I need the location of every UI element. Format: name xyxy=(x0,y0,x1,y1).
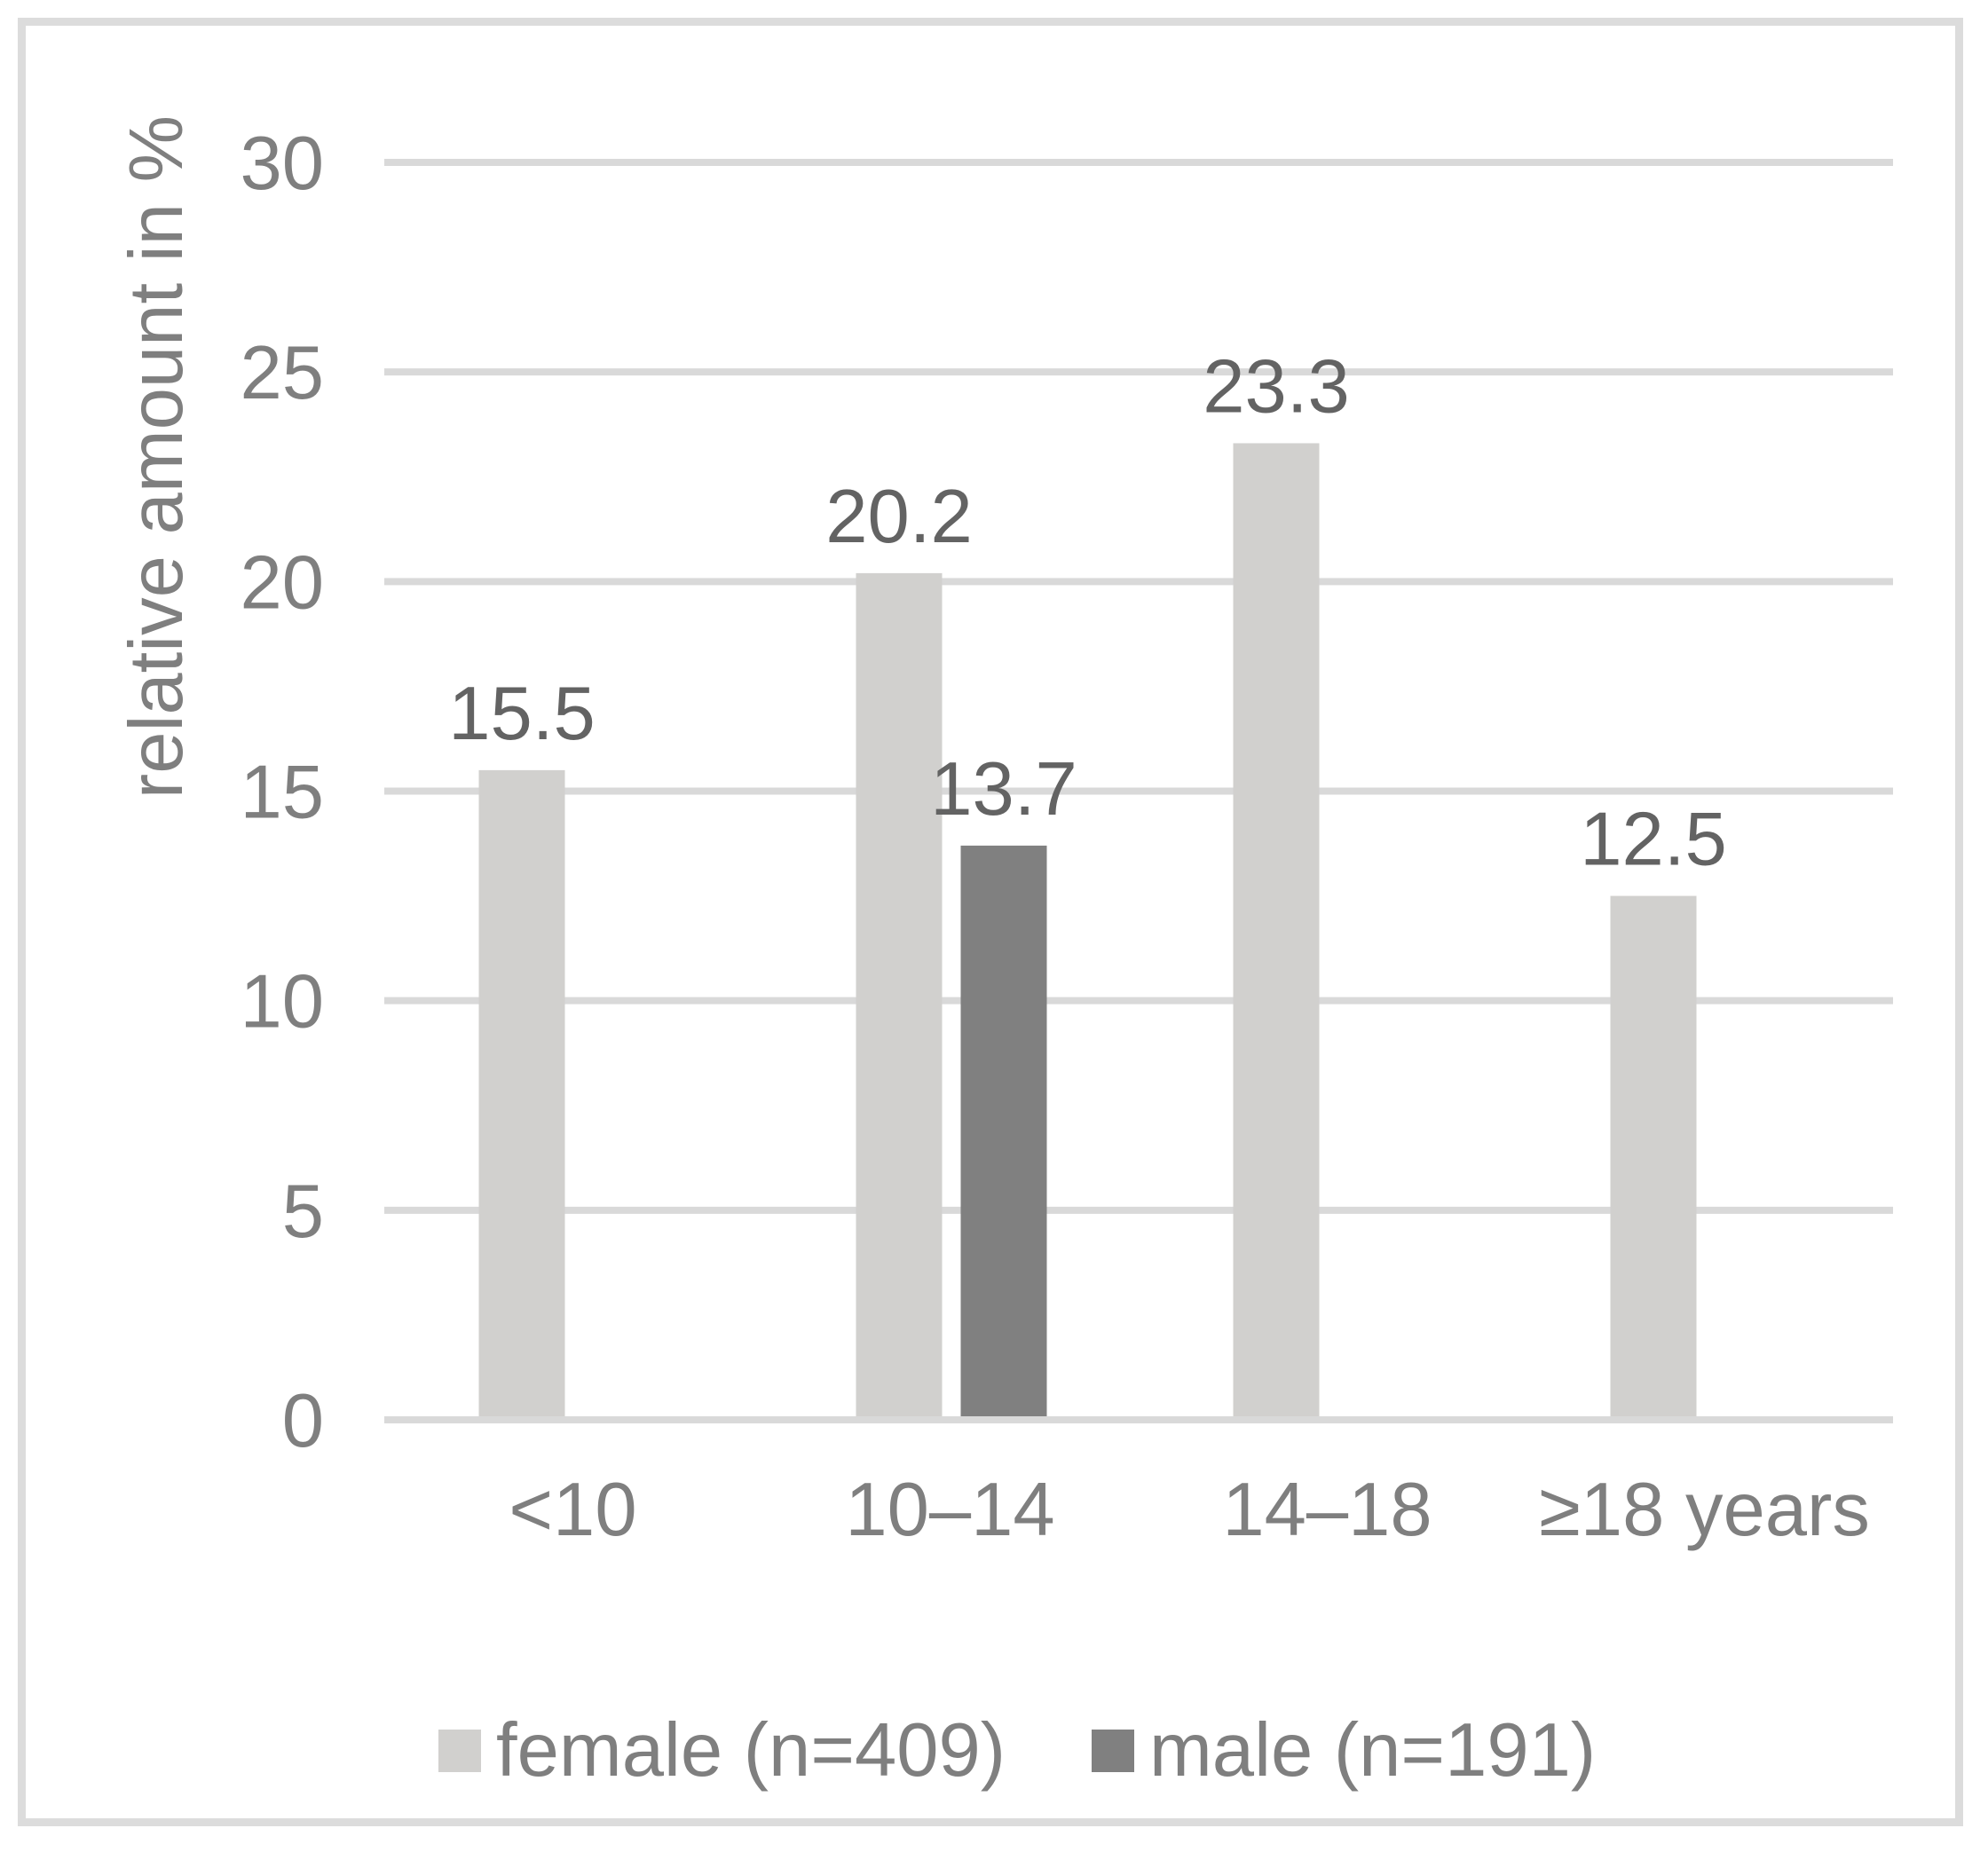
data-label-male-1: 13.7 xyxy=(930,747,1077,831)
y-tick-label-20: 20 xyxy=(240,540,324,625)
y-tick-label-0: 0 xyxy=(282,1379,324,1463)
female-series-swatch xyxy=(438,1730,481,1772)
y-tick-label-15: 15 xyxy=(240,751,324,835)
y-tick-label-25: 25 xyxy=(240,331,324,415)
x-tick-label-3: ≥18 years xyxy=(1539,1468,1870,1552)
data-label-female-0: 15.5 xyxy=(448,672,595,756)
bar-female-0 xyxy=(478,769,565,1416)
x-tick-label-1: 10–14 xyxy=(845,1468,1054,1552)
chart-border-frame xyxy=(18,18,1963,1826)
bar-female-3 xyxy=(1610,895,1697,1416)
legend-label-female: female (n=409) xyxy=(496,1708,1006,1793)
y-tick-label-5: 5 xyxy=(282,1170,324,1254)
legend-label-male: male (n=191) xyxy=(1149,1708,1597,1793)
y-tick-label-30: 30 xyxy=(240,122,324,206)
bar-male-1 xyxy=(960,845,1047,1416)
bar-female-1 xyxy=(856,572,943,1416)
x-tick-label-0: <10 xyxy=(509,1468,636,1552)
data-label-female-2: 23.3 xyxy=(1203,344,1349,429)
y-tick-label-10: 10 xyxy=(240,960,324,1044)
male-series-swatch xyxy=(1092,1730,1134,1772)
data-label-female-1: 20.2 xyxy=(825,475,972,559)
x-tick-label-2: 14–18 xyxy=(1222,1468,1432,1552)
legend-item-male: male (n=191) xyxy=(1092,1702,1596,1800)
bar-female-2 xyxy=(1233,443,1320,1416)
legend-item-female: female (n=409) xyxy=(438,1702,1006,1800)
data-label-female-3: 12.5 xyxy=(1580,798,1726,882)
